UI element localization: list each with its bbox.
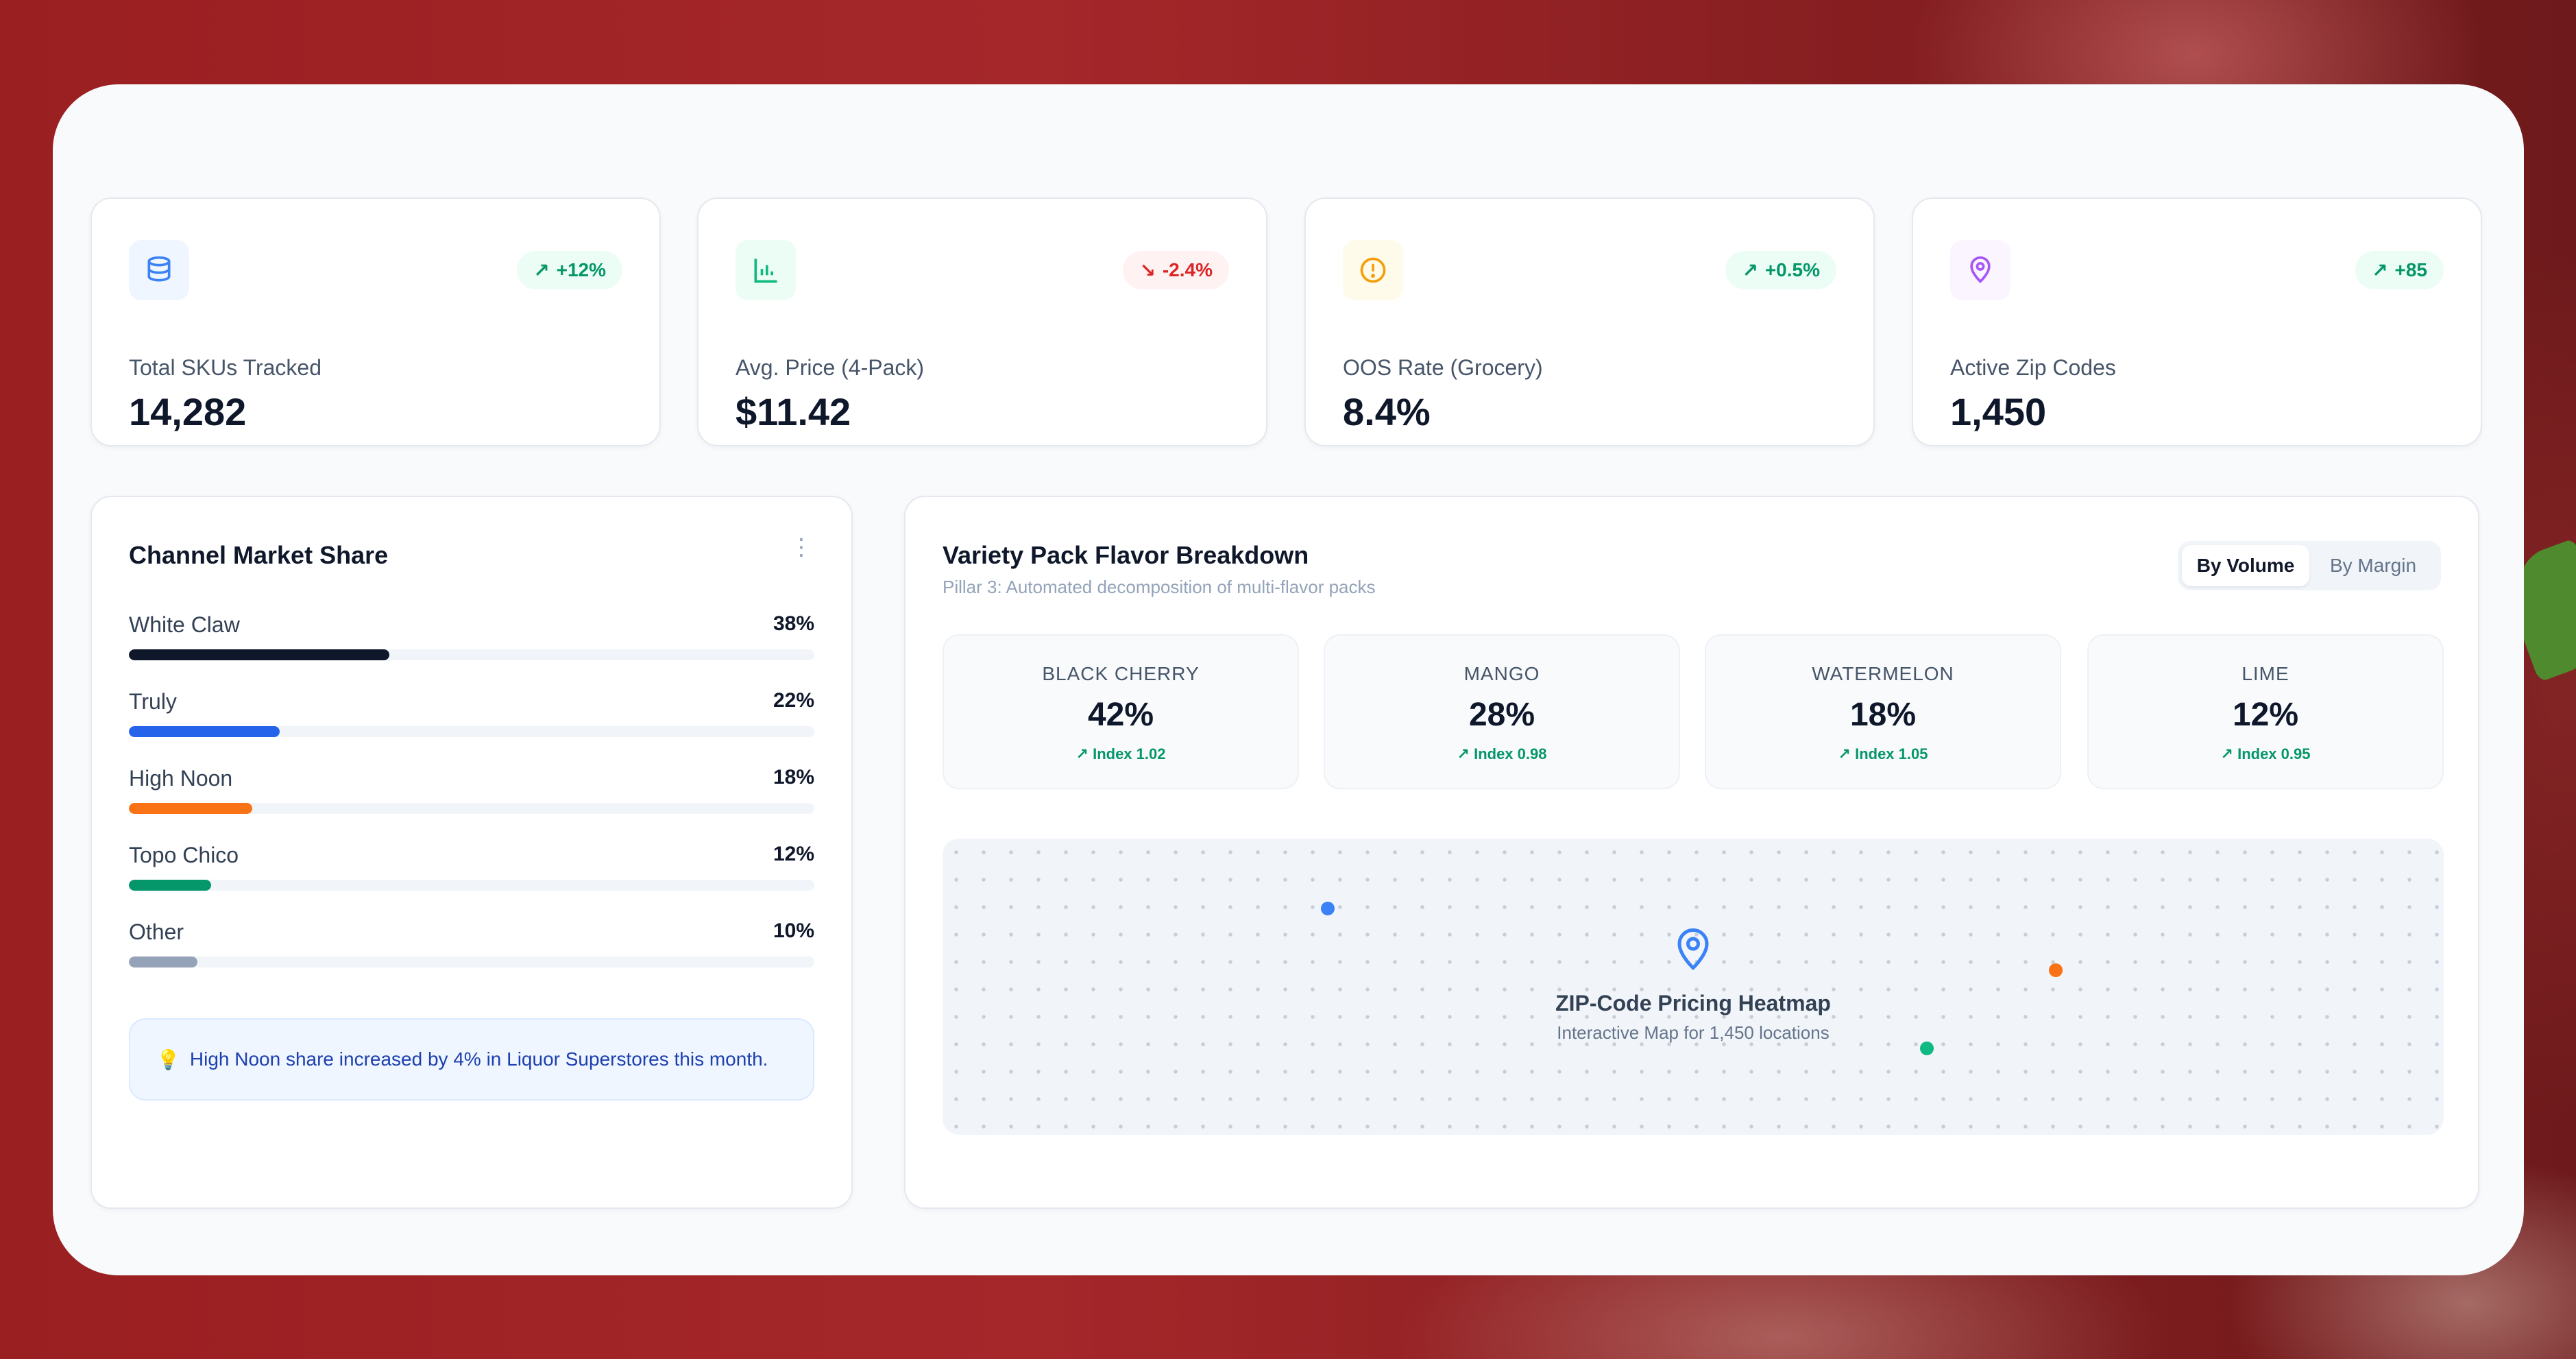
map-pin-icon: [1673, 926, 1714, 975]
kpi-value: $11.42: [736, 390, 851, 433]
arrow-up-right-icon: ↗: [2372, 259, 2388, 281]
share-bar: [129, 649, 389, 660]
flavor-index: ↗ Index 0.98: [1457, 745, 1547, 762]
map-pin-icon: [1950, 240, 2010, 300]
kpi-card-active-zips[interactable]: ↗ +85 Active Zip Codes 1,450: [1912, 197, 2482, 446]
kpi-card-oos-rate[interactable]: ↗ +0.5% OOS Rate (Grocery) 8.4%: [1304, 197, 1875, 446]
flavor-name: WATERMELON: [1812, 663, 1954, 684]
flavor-pct: 28%: [1468, 697, 1535, 733]
share-track: [129, 880, 814, 891]
map-point[interactable]: [1321, 902, 1335, 915]
insight-text: High Noon share increased by 4% in Liquo…: [189, 1048, 768, 1070]
share-name: Other: [129, 919, 184, 944]
flavor-index: ↗ Index 1.02: [1076, 745, 1166, 762]
card-subtitle: Pillar 3: Automated decomposition of mul…: [943, 577, 1376, 597]
share-name: White Claw: [129, 612, 240, 637]
dashboard-panel: ↗ +12% Total SKUs Tracked 14,282 ↘ -2.4%…: [53, 84, 2524, 1275]
flavor-card-lime[interactable]: LIME 12% ↗ Index 0.95: [2087, 634, 2444, 789]
arrow-up-right-icon: ↗: [533, 259, 550, 281]
insight-callout: 💡 High Noon share increased by 4% in Liq…: [129, 1018, 814, 1101]
kpi-change-badge: ↗ +0.5%: [1725, 251, 1836, 289]
share-bar: [129, 957, 197, 967]
share-name: High Noon: [129, 766, 233, 791]
flavor-name: LIME: [2241, 663, 2289, 684]
kpi-card-avg-price[interactable]: ↘ -2.4% Avg. Price (4-Pack) $11.42: [697, 197, 1267, 446]
share-track: [129, 649, 814, 660]
card-title: Variety Pack Flavor Breakdown: [943, 541, 1309, 569]
alert-circle-icon: [1343, 240, 1403, 300]
flavor-pct: 12%: [2232, 697, 2299, 733]
share-pct: 38%: [773, 612, 814, 635]
kpi-change-badge: ↘ -2.4%: [1123, 251, 1229, 289]
flavor-card-watermelon[interactable]: WATERMELON 18% ↗ Index 1.05: [1705, 634, 2061, 789]
kpi-value: 14,282: [129, 390, 247, 433]
kpi-label: Avg. Price (4-Pack): [736, 355, 925, 380]
lightbulb-icon: 💡: [156, 1048, 180, 1070]
share-row-other: Other 10%: [129, 919, 814, 967]
share-pct: 22%: [773, 689, 814, 712]
map-subtitle: Interactive Map for 1,450 locations: [1557, 1022, 1830, 1043]
arrow-up-right-icon: ↗: [2220, 745, 2238, 762]
share-bar: [129, 726, 280, 737]
variety-pack-card: Variety Pack Flavor Breakdown Pillar 3: …: [904, 496, 2479, 1209]
kpi-label: Total SKUs Tracked: [129, 355, 321, 380]
arrow-up-right-icon: ↗: [1838, 745, 1856, 762]
share-name: Topo Chico: [129, 843, 239, 867]
share-pct: 10%: [773, 919, 814, 942]
share-bar: [129, 803, 252, 814]
share-name: Truly: [129, 689, 177, 714]
arrow-up-right-icon: ↗: [1742, 259, 1758, 281]
arrow-up-right-icon: ↗: [1076, 745, 1093, 762]
zip-pricing-heatmap[interactable]: ZIP-Code Pricing Heatmap Interactive Map…: [943, 839, 2444, 1135]
bar-chart-icon: [736, 240, 796, 300]
share-pct: 12%: [773, 843, 814, 865]
share-row-truly: Truly 22%: [129, 689, 814, 737]
volume-margin-toggle: By Volume By Margin: [2178, 541, 2441, 590]
share-row-topo-chico: Topo Chico 12%: [129, 843, 814, 891]
channel-share-card: Channel Market Share ⋮ White Claw 38% Tr…: [90, 496, 853, 1209]
share-track: [129, 803, 814, 814]
flavor-index: ↗ Index 1.05: [1838, 745, 1928, 762]
kpi-value: 1,450: [1950, 390, 2047, 433]
more-vertical-icon[interactable]: ⋮: [790, 534, 813, 560]
kpi-value: 8.4%: [1343, 390, 1431, 433]
flavor-name: BLACK CHERRY: [1042, 663, 1200, 684]
kpi-card-total-skus[interactable]: ↗ +12% Total SKUs Tracked 14,282: [90, 197, 661, 446]
share-row-high-noon: High Noon 18%: [129, 766, 814, 814]
card-title: Channel Market Share: [129, 541, 389, 569]
kpi-label: Active Zip Codes: [1950, 355, 2116, 380]
share-track: [129, 726, 814, 737]
flavor-pct: 42%: [1087, 697, 1154, 733]
share-pct: 18%: [773, 766, 814, 789]
kpi-change-badge: ↗ +85: [2355, 251, 2444, 289]
flavor-card-mango[interactable]: MANGO 28% ↗ Index 0.98: [1324, 634, 1680, 789]
flavor-pct: 18%: [1849, 697, 1917, 733]
share-bar: [129, 880, 211, 891]
flavor-name: MANGO: [1463, 663, 1540, 684]
kpi-change-badge: ↗ +12%: [517, 251, 622, 289]
arrow-up-right-icon: ↗: [1457, 745, 1474, 762]
map-point[interactable]: [1920, 1042, 1934, 1055]
kpi-label: OOS Rate (Grocery): [1343, 355, 1543, 380]
map-title: ZIP-Code Pricing Heatmap: [1555, 991, 1831, 1015]
database-icon: [129, 240, 189, 300]
arrow-down-right-icon: ↘: [1139, 259, 1156, 281]
share-track: [129, 957, 814, 967]
share-row-white-claw: White Claw 38%: [129, 612, 814, 660]
flavor-card-black-cherry[interactable]: BLACK CHERRY 42% ↗ Index 1.02: [943, 634, 1299, 789]
toggle-by-volume[interactable]: By Volume: [2182, 545, 2309, 586]
flavor-index: ↗ Index 0.95: [2220, 745, 2311, 762]
map-point[interactable]: [2049, 963, 2063, 977]
toggle-by-margin[interactable]: By Margin: [2329, 555, 2417, 576]
